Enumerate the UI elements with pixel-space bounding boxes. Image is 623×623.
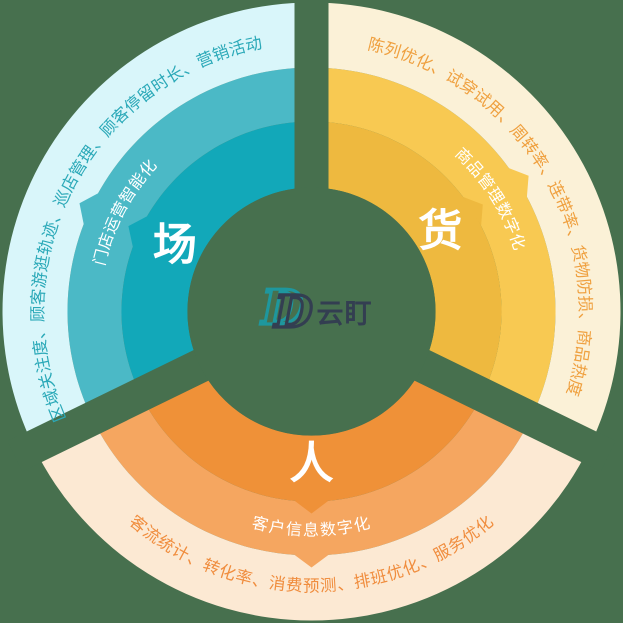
segment-place-chevron-inner <box>128 216 148 247</box>
segment-people-middle-ring <box>92 394 531 556</box>
segment-goods-core-ring <box>311 121 502 395</box>
segment-goods-chevron-outer <box>508 168 529 197</box>
segment-place-chevron-outer <box>79 193 99 225</box>
segment-people-chevron-outer <box>294 554 329 568</box>
segment-place-outer-ring <box>2 2 312 447</box>
segment-goods-middle-ring <box>311 67 556 419</box>
segment-people-core-ring <box>140 365 483 502</box>
segment-people-core-label: 人 <box>290 438 334 489</box>
segment-place-core-label: 场 <box>153 219 197 270</box>
segment-goods-outer-ring <box>311 2 621 447</box>
logo-d-mark-front-icon: D <box>273 287 313 338</box>
center-hole <box>187 187 436 436</box>
logo-d-mark-back-icon: D <box>260 280 304 336</box>
segment-goods-core-label: 货 <box>418 206 462 257</box>
segment-place-core-ring <box>121 121 312 395</box>
segment-place-middle-ring <box>67 67 312 419</box>
segment-people-chevron-inner <box>294 500 329 514</box>
logo-brand-name: 云盯 <box>317 299 373 330</box>
segment-people-outer-ring <box>33 418 590 621</box>
segment-goods-chevron-inner <box>463 196 483 226</box>
center-logo: D D 云盯 <box>258 278 373 339</box>
